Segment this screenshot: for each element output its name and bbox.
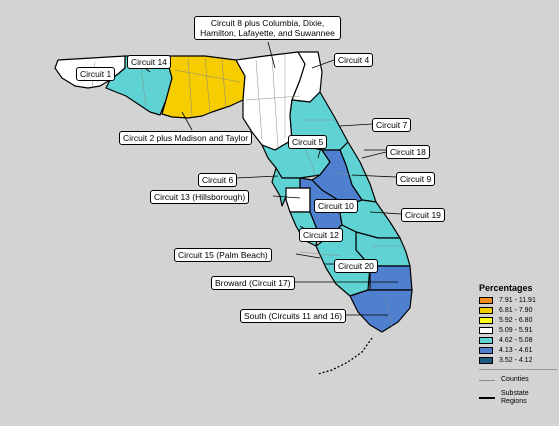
legend-item: 7.91 - 11.91 [479,295,557,305]
legend-item: 4.62 - 5.08 [479,335,557,345]
callout-circuit-9: Circuit 9 [396,172,436,186]
legend-label: 7.91 - 11.91 [499,296,536,304]
callout-circuit-14: Circuit 14 [127,55,171,69]
legend-swatch [479,346,493,354]
callout-circuit-8: Circuit 8 plus Columbia, Dixie, Hamilton… [194,16,341,40]
legend-regions: Substate Regions [479,390,557,406]
legend-swatches: 7.91 - 11.91 6.81 - 7.90 5.92 - 6.80 5.09 -… [479,295,557,365]
callout-circuit-7: Circuit 7 [372,118,412,132]
florida-keys [317,337,373,375]
callout-circuit-18: Circuit 18 [386,145,430,159]
callout-circuit-1: Circuit 1 [76,67,116,81]
legend-swatch [479,306,493,314]
legend-label: 6.81 - 7.90 [499,306,533,314]
callout-circuit-19: Circuit 19 [401,208,445,222]
callout-circuit-5: Circuit 5 [288,135,328,149]
callout-circuit-13: Circuit 13 (Hillsborough) [150,190,250,204]
region-line-icon [479,397,495,399]
callout-circuit-15: Circuit 15 (Palm Beach) [174,248,272,262]
region-circuit-13 [285,187,311,213]
callout-circuit-12: Circuit 12 [299,228,343,242]
region-circuit-2 [161,55,246,119]
legend-item: 5.09 - 5.91 [479,325,557,335]
callout-circuit-4: Circuit 4 [334,53,374,67]
leader-lines [136,41,402,316]
callout-circuit-10: Circuit 10 [314,199,358,213]
callout-circuit-2: Circuit 2 plus Madison and Taylor [119,131,253,145]
legend-item: 3.52 - 4.12 [479,355,557,365]
legend-counties-label: Counties [501,376,529,383]
legend-regions-label: Substate Regions [501,390,529,405]
callout-circuit-17: Broward (Circuit 17) [211,276,295,290]
callout-circuit-20: Circuit 20 [334,259,378,273]
legend-label: 4.13 - 4.61 [499,346,533,354]
county-line-icon [479,379,495,381]
legend-label: 4.62 - 5.08 [499,336,533,344]
legend-swatch [479,336,493,344]
legend-label: 5.92 - 6.80 [499,316,533,324]
legend-swatch [479,316,493,324]
legend-divider [479,369,557,370]
legend-item: 5.92 - 6.80 [479,315,557,325]
callout-circuit-6: Circuit 6 [198,173,238,187]
legend: Percentages 7.91 - 11.91 6.81 - 7.90 5.92 … [479,283,557,423]
legend-label: 5.09 - 5.91 [499,326,533,334]
legend-label: 3.52 - 4.12 [499,356,533,364]
callout-circuit-south: South (Circuits 11 and 16) [240,309,347,323]
legend-counties: Counties [479,376,557,384]
region-circuit-south [349,289,413,333]
legend-swatch [479,296,493,304]
legend-swatch [479,326,493,334]
legend-item: 6.81 - 7.90 [479,305,557,315]
legend-swatch [479,356,493,364]
legend-title: Percentages [479,283,533,293]
legend-item: 4.13 - 4.61 [479,345,557,355]
